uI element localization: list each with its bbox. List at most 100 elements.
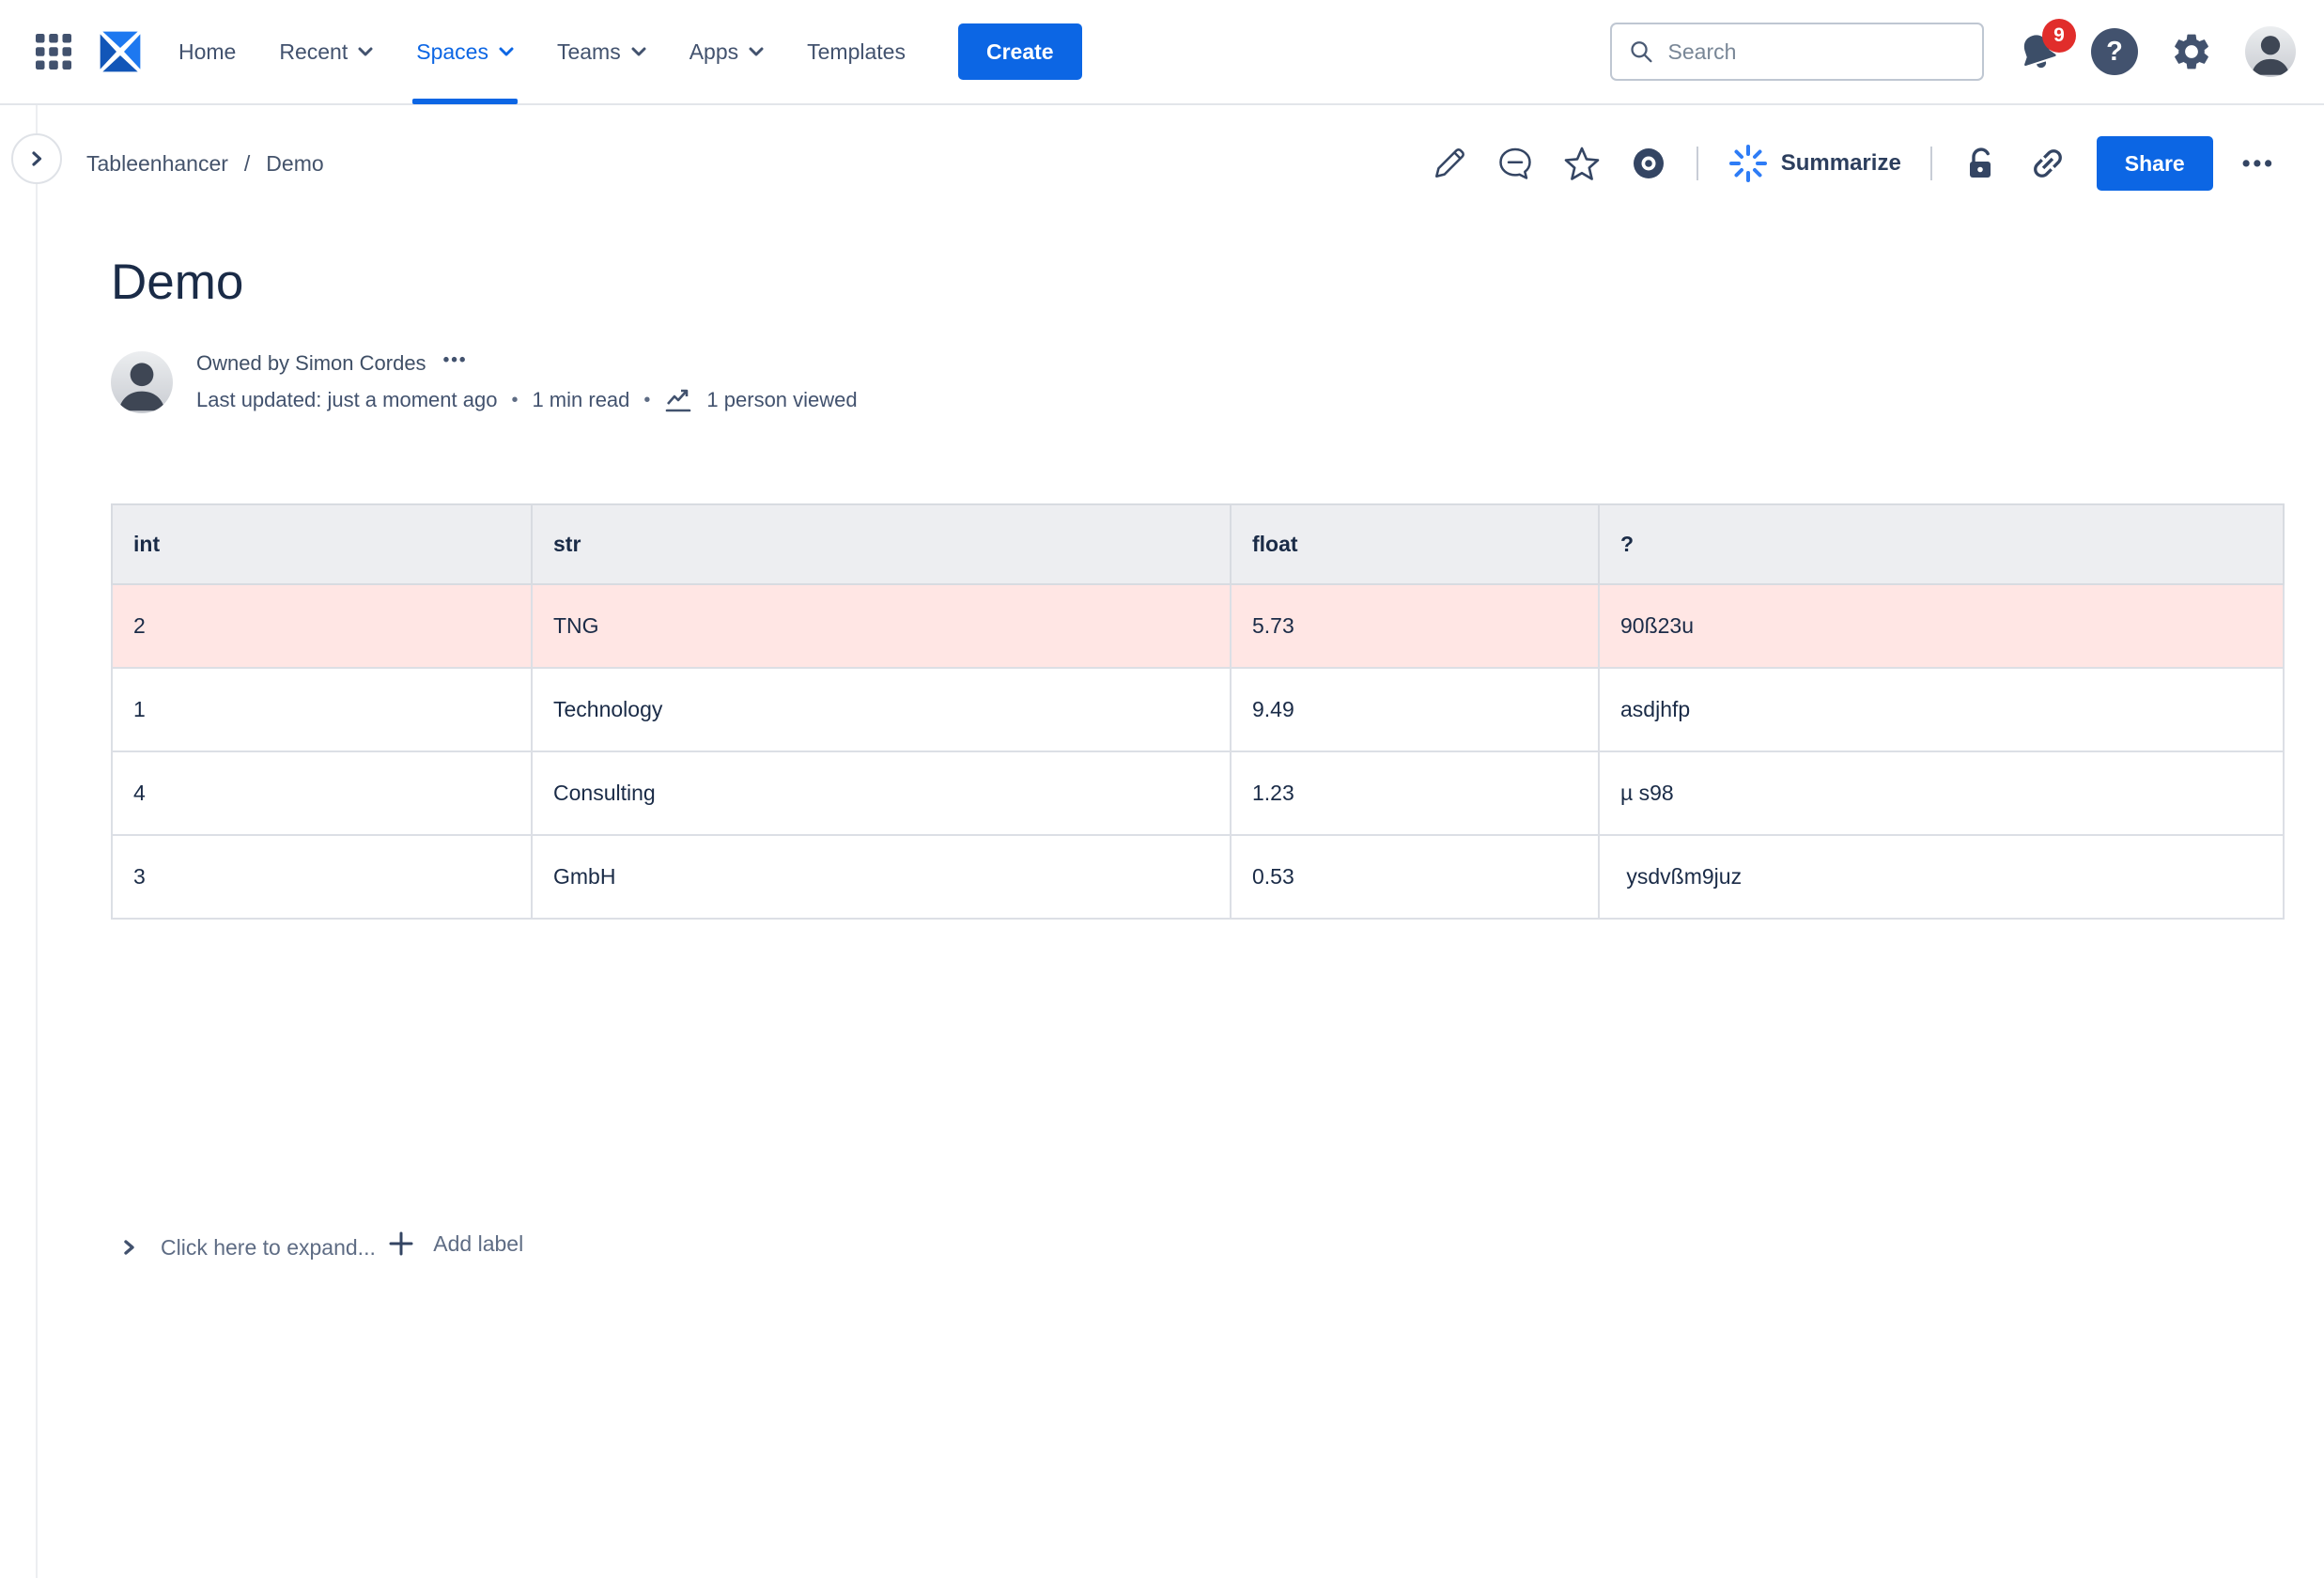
chevron-down-icon [631, 47, 646, 55]
page-header-bar: Tableenhancer / Demo [0, 133, 2324, 193]
link-icon [2033, 149, 2062, 178]
nav-item-recent[interactable]: Recent [279, 0, 373, 104]
comment-icon [1498, 147, 1531, 179]
table-cell: 3 [111, 834, 533, 920]
gear-icon [2175, 34, 2208, 70]
table-cell: 9.49 [1230, 667, 1600, 752]
confluence-logo[interactable] [96, 29, 145, 74]
star-button[interactable] [1563, 145, 1601, 182]
page-content: Demo Owned by Simon Cordes ••• Last upda… [111, 254, 2285, 1262]
breadcrumb-space-link[interactable]: Tableenhancer [86, 150, 228, 176]
divider [1696, 147, 1698, 180]
summarize-button[interactable]: Summarize [1728, 143, 1901, 184]
more-actions-button[interactable]: ••• [2241, 149, 2275, 177]
analytics-icon [666, 389, 691, 412]
add-label-button[interactable]: Add label [387, 1230, 523, 1258]
nav-item-label: Teams [556, 39, 621, 64]
nav-item-label: Templates [807, 39, 906, 64]
search-input[interactable] [1667, 39, 1965, 65]
column-header-str: str [531, 503, 1232, 585]
watch-button[interactable] [1630, 145, 1667, 182]
nav-item-teams[interactable]: Teams [557, 0, 646, 104]
notification-badge: 9 [2042, 19, 2076, 53]
meta-separator-dot: • [511, 389, 519, 410]
unlock-icon [1969, 147, 1991, 178]
nav-item-label: Spaces [416, 39, 488, 64]
bell-icon [2023, 35, 2056, 69]
table-cell: 1 [111, 667, 533, 752]
chevron-down-icon [499, 47, 514, 55]
table-cell: 5.73 [1230, 583, 1600, 669]
table-cell: 90ß23u [1598, 583, 2285, 669]
byline: Owned by Simon Cordes ••• Last updated: … [111, 350, 2285, 413]
share-button[interactable]: Share [2096, 136, 2213, 191]
content-table: int str float ? 2 TNG 5.73 90ß23u 1 Tech… [111, 503, 2285, 920]
primary-nav: Home Recent Spaces Teams Apps Templates [178, 0, 906, 104]
table-row[interactable]: 1 Technology 9.49 asdjhfp [111, 667, 2285, 752]
question-mark-icon: ? [2091, 28, 2138, 75]
edit-pencil-icon [1434, 148, 1464, 178]
nav-item-templates[interactable]: Templates [807, 0, 906, 104]
create-button[interactable]: Create [957, 23, 1082, 80]
sidebar-rail-divider [36, 105, 38, 1578]
table-row[interactable]: 2 TNG 5.73 90ß23u [111, 583, 2285, 669]
column-header-question: ? [1598, 503, 2285, 585]
search-icon [1631, 41, 1652, 63]
table-cell: asdjhfp [1598, 667, 2285, 752]
nav-item-label: Home [178, 39, 237, 64]
table-cell: Consulting [531, 750, 1232, 836]
top-navigation: Home Recent Spaces Teams Apps Templates [0, 0, 2324, 105]
breadcrumb-page-link[interactable]: Demo [266, 150, 324, 176]
chevron-right-icon [32, 151, 42, 166]
table-header-row: int str float ? [111, 503, 2285, 585]
last-updated-text: Last updated: just a moment ago [196, 388, 498, 411]
star-icon [1564, 147, 1600, 180]
settings-button[interactable] [2170, 30, 2213, 73]
table-cell: GmbH [531, 834, 1232, 920]
owned-by-text: Owned by Simon Cordes [196, 351, 426, 375]
user-avatar [2245, 26, 2296, 77]
nav-item-apps[interactable]: Apps [689, 0, 764, 104]
read-time-text: 1 min read [532, 388, 630, 411]
expand-label: Click here to expand... [161, 1234, 376, 1260]
notifications-button[interactable]: 9 [2016, 19, 2076, 73]
nav-item-home[interactable]: Home [178, 0, 236, 104]
viewed-text: 1 person viewed [706, 388, 858, 411]
expand-sidebar-button[interactable] [11, 133, 62, 184]
divider [1929, 147, 1932, 180]
table-cell: ysdvßm9juz [1598, 834, 2285, 920]
chevron-down-icon [358, 47, 373, 55]
person-icon [2251, 36, 2290, 75]
owner-more-button[interactable]: ••• [443, 350, 468, 377]
table-row[interactable]: 4 Consulting 1.23 µ s98 [111, 750, 2285, 836]
app-switcher-button[interactable] [36, 34, 71, 70]
expand-section-toggle[interactable]: Click here to expand... [122, 1235, 376, 1261]
table-cell: Technology [531, 667, 1232, 752]
owner-avatar[interactable] [111, 350, 173, 413]
breadcrumb-separator: / [243, 150, 251, 176]
nav-item-spaces[interactable]: Spaces [412, 0, 518, 104]
ai-sparkle-icon [1728, 145, 1767, 182]
meta-separator-dot: • [643, 389, 651, 410]
confluence-logo-icon [100, 31, 141, 72]
nav-item-label: Recent [279, 39, 349, 64]
page-title: Demo [111, 255, 244, 310]
table-row[interactable]: 3 GmbH 0.53 ysdvßm9juz [111, 834, 2285, 920]
chevron-right-icon [124, 1240, 134, 1255]
watch-eye-icon [1633, 148, 1664, 178]
app-grid-icon [36, 34, 71, 70]
table-cell: 0.53 [1230, 834, 1600, 920]
search-box[interactable] [1610, 23, 1984, 81]
comments-button[interactable] [1496, 145, 1534, 182]
table-cell: µ s98 [1598, 750, 2285, 836]
profile-button[interactable] [2245, 26, 2296, 77]
chevron-down-icon [749, 47, 764, 55]
topnav-right: 9 ? [1610, 19, 2296, 81]
help-button[interactable]: ? [2091, 28, 2138, 75]
copy-link-button[interactable] [2028, 144, 2068, 183]
edit-button[interactable] [1432, 146, 1467, 181]
breadcrumb: Tableenhancer / Demo [86, 151, 324, 177]
restrictions-button[interactable] [1961, 145, 1999, 182]
table-cell: 1.23 [1230, 750, 1600, 836]
